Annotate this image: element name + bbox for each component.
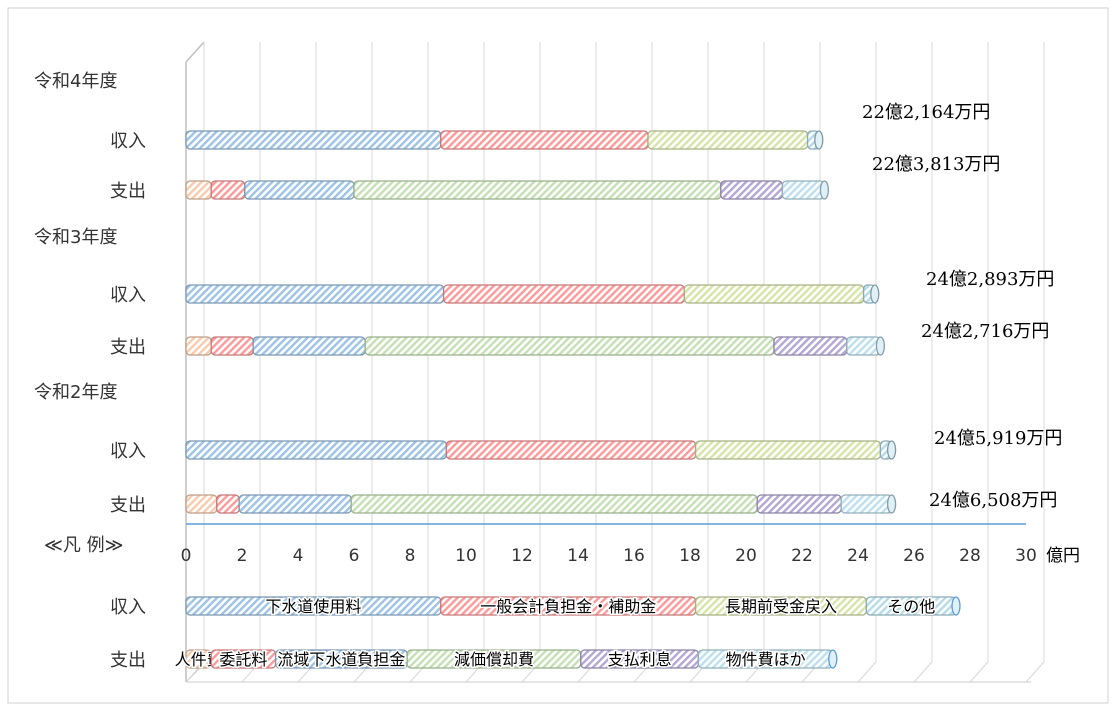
bar-segment [647, 130, 809, 150]
bar-category-label: 支出 [110, 337, 146, 358]
bar-end-cap [814, 130, 824, 150]
x-axis-unit: 億円 [1046, 546, 1080, 566]
bar-segment [244, 180, 355, 200]
legend-item-label: 支払利息 [608, 650, 672, 669]
x-tick-label: 20 [735, 546, 757, 566]
bar-category-label: 収入 [110, 285, 146, 306]
gridline-floor [1025, 661, 1045, 683]
chart-frame [7, 7, 1109, 704]
x-tick-label: 14 [567, 546, 589, 566]
group-label: 令和2年度 [34, 382, 117, 403]
bar-end-cap [819, 180, 830, 200]
bar-end-cap [870, 284, 880, 304]
bar-segment [185, 494, 218, 514]
back-wall-top-edge [185, 41, 205, 63]
bar-segment [185, 440, 448, 460]
bar-segment [238, 494, 352, 514]
group-label: 令和4年度 [34, 71, 117, 92]
total-amount-label: 24億5,919万円 [934, 428, 1062, 449]
bar-end-cap [886, 440, 897, 460]
bar-segment [353, 180, 722, 200]
x-tick-label: 30 [1015, 546, 1037, 566]
legend-row-label: 収入 [110, 597, 146, 618]
legend-item-label: その他 [887, 597, 935, 616]
bar-segment [185, 180, 212, 200]
bar-segment [781, 180, 826, 200]
legend-bar-end-cap [951, 596, 961, 616]
group-label: 令和3年度 [34, 227, 117, 248]
total-amount-label: 22億2,164万円 [862, 102, 990, 123]
bar-end-cap [875, 336, 886, 356]
bar-segment [252, 336, 366, 356]
bar-segment [185, 130, 442, 150]
bar-segment [846, 336, 882, 356]
gridline-floor [857, 661, 877, 683]
legend-item-label: 長期前受金戻入 [725, 597, 837, 616]
legend-row-label: 支出 [110, 650, 146, 671]
legend-item-label: 委託料 [219, 650, 267, 669]
bar-segment [364, 336, 775, 356]
bar-segment [185, 284, 445, 304]
x-tick-label: 2 [237, 546, 248, 566]
x-tick-label: 16 [623, 546, 645, 566]
legend-item-label: 一般会計負担金・補助金 [480, 597, 656, 616]
x-tick-label: 12 [511, 546, 533, 566]
x-tick-label: 6 [349, 546, 360, 566]
gridline-floor [969, 661, 989, 683]
bar-category-label: 支出 [110, 495, 146, 516]
bar-category-label: 支出 [110, 181, 146, 202]
x-tick-label: 8 [405, 546, 416, 566]
bar-segment [440, 130, 649, 150]
bar-segment [756, 494, 842, 514]
x-tick-label: 0 [181, 546, 192, 566]
x-tick-label: 18 [679, 546, 701, 566]
total-amount-label: 24億2,716万円 [921, 321, 1049, 342]
legend-item-label: 減価償却費 [454, 650, 534, 669]
total-amount-label: 22億3,813万円 [872, 154, 1000, 175]
bar-segment [216, 494, 240, 514]
bar-segment [185, 336, 212, 356]
bar-segment [773, 336, 848, 356]
bar-segment [445, 440, 697, 460]
legend-item-label: 下水道使用料 [265, 597, 361, 616]
legend-item-label: 物件費ほか [726, 650, 806, 669]
x-tick-label: 22 [791, 546, 813, 566]
total-amount-label: 24億6,508万円 [929, 490, 1057, 511]
bar-category-label: 収入 [110, 441, 146, 462]
legend-bar-end-cap [828, 649, 838, 669]
bar-end-cap [886, 494, 897, 514]
bar-segment [350, 494, 758, 514]
x-tick-label: 10 [455, 546, 477, 566]
bar-segment [210, 180, 246, 200]
bar-category-label: 収入 [110, 131, 146, 152]
bar-segment [210, 336, 254, 356]
bar-segment [683, 284, 865, 304]
bar-segment [442, 284, 686, 304]
x-tick-label: 4 [293, 546, 304, 566]
bar-segment [694, 440, 882, 460]
legend-item-label: 流域下水道負担金 [277, 650, 405, 669]
gridline-floor [913, 661, 933, 683]
legend-title: ≪凡 例≫ [44, 535, 123, 556]
x-tick-label: 26 [903, 546, 925, 566]
x-tick-label: 24 [847, 546, 869, 566]
bar-segment [720, 180, 784, 200]
bar-segment [840, 494, 893, 514]
total-amount-label: 24億2,893万円 [926, 269, 1054, 290]
x-tick-label: 28 [959, 546, 981, 566]
